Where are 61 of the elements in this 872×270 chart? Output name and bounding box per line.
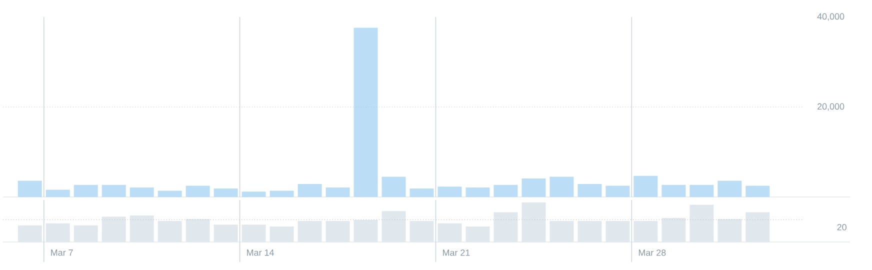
bar [690,184,714,197]
bar [102,184,126,197]
bar [46,190,70,197]
bar [382,176,406,197]
bar [214,188,238,197]
bar [718,219,742,242]
bar [494,212,518,242]
bar [186,219,210,242]
bar [354,220,378,242]
bar [130,215,154,242]
bar [578,184,602,197]
bar [242,224,266,242]
bar [746,186,770,197]
bar [270,190,294,197]
bar [662,218,686,242]
bar [662,184,686,197]
x-tick-label: Mar 21 [442,250,470,256]
bar [270,226,294,242]
bar [242,192,266,197]
bar [326,221,350,242]
bar [102,216,126,242]
x-tick-label: Mar 7 [51,250,73,256]
bar [606,221,630,242]
bar [410,221,434,242]
bar [522,202,546,242]
bar [298,184,322,197]
text: 20 [837,224,846,230]
bar [158,221,182,242]
bar [466,226,490,242]
bar [382,211,406,242]
bar [494,184,518,197]
bar [46,223,70,242]
bar [158,190,182,197]
bar [214,224,238,242]
bar [690,204,714,242]
bar [130,188,154,197]
bar [746,212,770,242]
bar [186,186,210,197]
bar [578,221,602,242]
bar [634,176,658,197]
y-tick-label: 40,000 [817,13,844,21]
bar [74,225,98,242]
bar [298,221,322,242]
bar [466,188,490,197]
bar [550,221,574,242]
bar [550,176,574,197]
bar [326,188,350,197]
bar [634,221,658,242]
bar [410,188,434,197]
bar [438,186,462,197]
bar [606,186,630,197]
bar [438,223,462,242]
x-tick-label: Mar 28 [638,250,666,256]
bar [18,225,42,242]
bar [522,178,546,197]
bar [354,28,378,197]
y-tick-label: 20,000 [818,103,844,111]
bar [18,180,42,197]
bar [74,184,98,197]
x-tick-label: Mar 14 [247,250,274,256]
bar [718,180,742,197]
